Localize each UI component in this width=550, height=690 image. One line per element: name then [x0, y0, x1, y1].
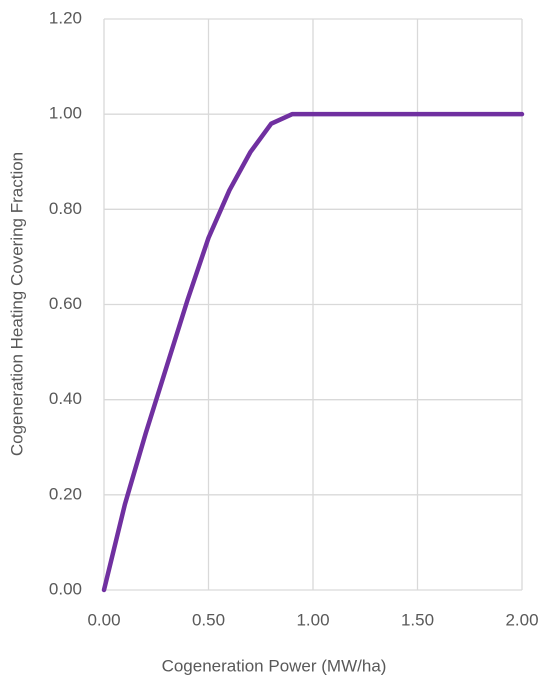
y-tick-label: 1.20	[49, 8, 82, 27]
x-tick-label: 1.50	[401, 610, 434, 629]
x-tick-label: 1.00	[296, 610, 329, 629]
y-tick-label: 0.20	[49, 484, 82, 503]
y-tick-label: 1.00	[49, 104, 82, 123]
x-axis-label: Cogeneration Power (MW/ha)	[162, 656, 387, 675]
y-tick-label: 0.60	[49, 294, 82, 313]
y-tick-label: 0.40	[49, 389, 82, 408]
y-tick-label: 0.00	[49, 579, 82, 598]
y-axis-label: Cogeneration Heating Covering Fraction	[7, 152, 26, 456]
y-tick-label: 0.80	[49, 199, 82, 218]
x-tick-label: 0.50	[192, 610, 225, 629]
x-tick-label: 2.00	[505, 610, 538, 629]
x-tick-label: 0.00	[87, 610, 120, 629]
data-line	[101, 111, 525, 593]
